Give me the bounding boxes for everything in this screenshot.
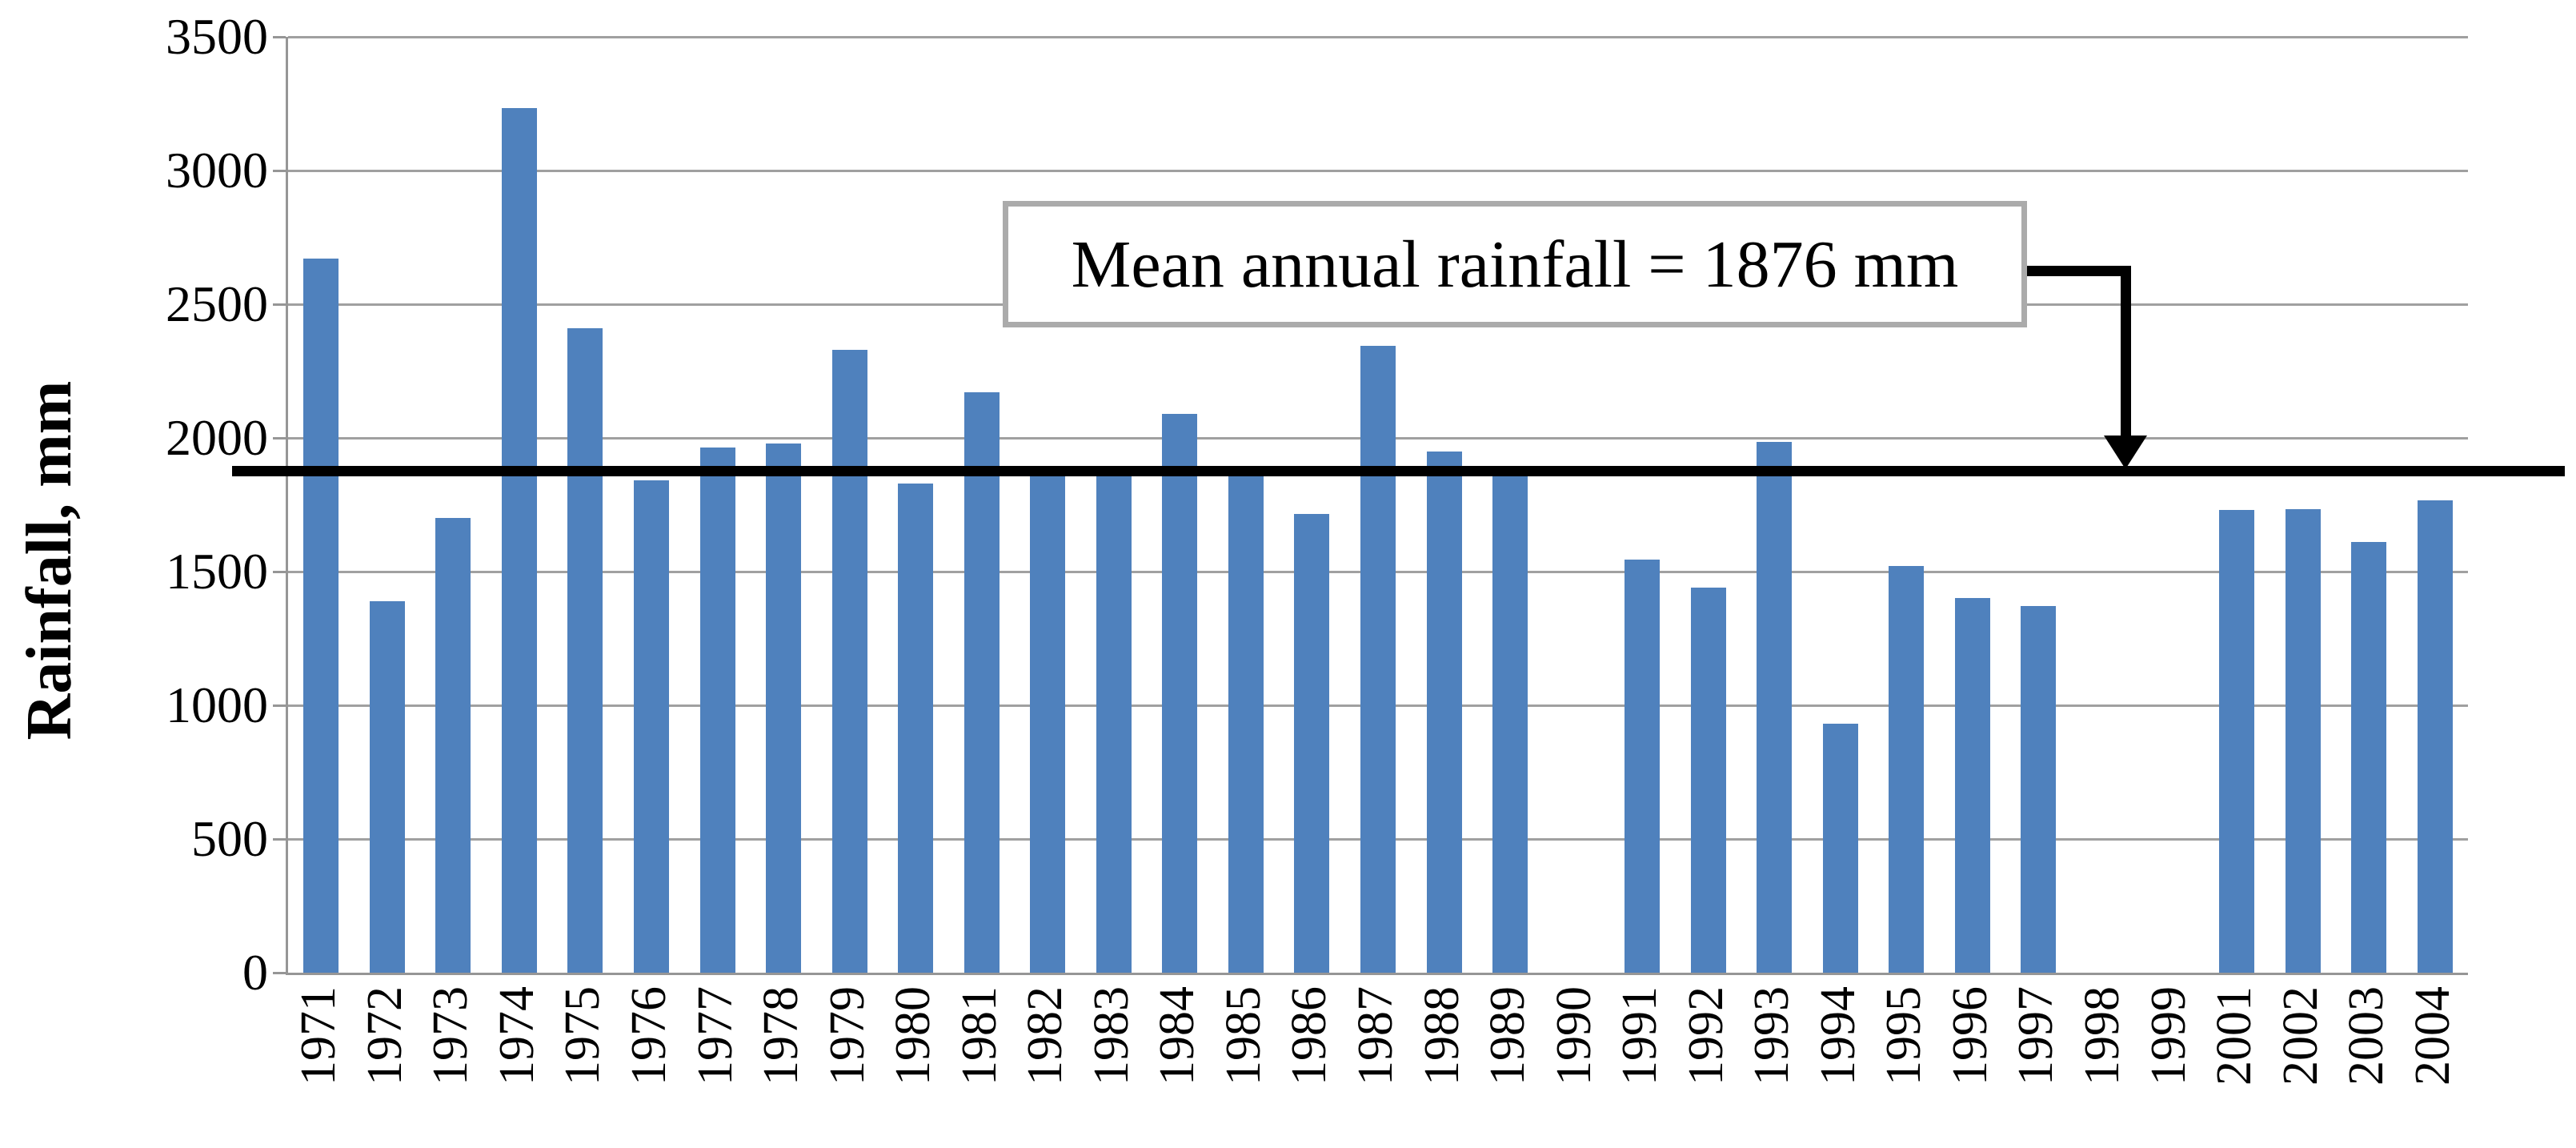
bar-1988: [1426, 451, 1462, 973]
y-tick-label-1000: 1000: [166, 676, 268, 733]
y-tick-mark-2500: [273, 303, 286, 306]
bar-1985: [1228, 466, 1264, 973]
x-tick-label-1991: 1991: [1613, 986, 1668, 1086]
y-tick-label-0: 0: [242, 944, 268, 1001]
x-tick-label-1998: 1998: [2075, 986, 2129, 1086]
bar-2003: [2351, 542, 2387, 973]
y-tick-mark-3500: [273, 35, 286, 38]
bar-1993: [1757, 442, 1793, 973]
bar-2004: [2417, 500, 2453, 973]
bar-1978: [766, 443, 802, 973]
x-tick-label-1994: 1994: [1810, 986, 1865, 1086]
x-tick-label-1980: 1980: [886, 986, 941, 1086]
x-tick-label-1986: 1986: [1282, 986, 1337, 1086]
bar-1973: [435, 518, 471, 973]
x-tick-label-1972: 1972: [357, 986, 412, 1086]
x-tick-label-1990: 1990: [1546, 986, 1601, 1086]
bar-1991: [1625, 559, 1661, 973]
x-tick-label-1989: 1989: [1480, 986, 1536, 1086]
x-tick-label-1982: 1982: [1018, 986, 1073, 1086]
bar-1984: [1162, 413, 1198, 973]
bar-1975: [567, 328, 603, 973]
x-tick-label-2002: 2002: [2273, 986, 2328, 1086]
annotation-arrow-head-icon: [2104, 436, 2147, 469]
x-tick-label-1997: 1997: [2009, 986, 2064, 1086]
bar-1997: [2021, 606, 2057, 973]
y-tick-label-500: 500: [191, 810, 268, 867]
plot-area: [286, 35, 2468, 975]
x-tick-label-1971: 1971: [291, 986, 347, 1086]
x-tick-label-1976: 1976: [622, 986, 676, 1086]
x-tick-label-1974: 1974: [489, 986, 544, 1086]
x-tick-label-1983: 1983: [1084, 986, 1139, 1086]
gridline-3500: [288, 35, 2468, 38]
bar-1982: [1030, 466, 1066, 973]
x-tick-label-1975: 1975: [555, 986, 611, 1086]
x-tick-label-2004: 2004: [2405, 986, 2460, 1086]
bar-1980: [898, 483, 934, 973]
y-tick-mark-500: [273, 837, 286, 841]
y-axis-title: Rainfall, mm: [14, 380, 85, 741]
bar-1974: [501, 107, 537, 973]
bar-1989: [1492, 470, 1528, 973]
bar-1976: [634, 480, 669, 973]
y-tick-label-2000: 2000: [166, 409, 268, 466]
x-tick-label-1973: 1973: [423, 986, 479, 1086]
y-tick-mark-3000: [273, 169, 286, 172]
x-tick-label-1993: 1993: [1745, 986, 1800, 1086]
annotation-arrow-vertical-segment: [2121, 266, 2131, 439]
annotation-arrow-horizontal-segment: [2027, 266, 2131, 276]
bar-1995: [1889, 566, 1925, 973]
x-tick-label-2001: 2001: [2207, 986, 2262, 1086]
mean-annotation-text: Mean annual rainfall = 1876 mm: [1071, 227, 1959, 302]
x-tick-label-1987: 1987: [1348, 986, 1403, 1086]
y-tick-mark-2000: [273, 436, 286, 440]
x-tick-label-1996: 1996: [1942, 986, 1997, 1086]
bar-1994: [1822, 724, 1858, 973]
x-tick-label-1977: 1977: [687, 986, 743, 1086]
mean-annual-rainfall-line: [232, 465, 2565, 476]
x-tick-label-1984: 1984: [1150, 986, 1205, 1086]
bar-1981: [963, 392, 1000, 973]
bar-1972: [369, 600, 405, 973]
x-tick-label-1988: 1988: [1414, 986, 1469, 1086]
mean-annotation-box: Mean annual rainfall = 1876 mm: [1003, 201, 2027, 327]
y-tick-label-3000: 3000: [166, 142, 268, 199]
y-tick-label-3500: 3500: [166, 8, 268, 65]
x-tick-label-1979: 1979: [819, 986, 875, 1086]
x-tick-label-1999: 1999: [2141, 986, 2196, 1086]
gridline-3000: [288, 169, 2468, 172]
bar-1987: [1360, 345, 1396, 973]
x-tick-label-1992: 1992: [1678, 986, 1733, 1086]
bar-2002: [2285, 508, 2321, 973]
x-tick-label-1995: 1995: [1877, 986, 1932, 1086]
bar-1971: [303, 259, 339, 973]
y-tick-label-1500: 1500: [166, 543, 268, 600]
y-tick-mark-0: [273, 971, 286, 974]
x-tick-label-1985: 1985: [1216, 986, 1271, 1086]
bar-1996: [1954, 598, 1990, 973]
bar-1986: [1294, 514, 1330, 973]
bar-1979: [831, 349, 867, 973]
x-tick-label-2003: 2003: [2339, 986, 2394, 1086]
bar-1983: [1096, 472, 1132, 973]
bar-2001: [2219, 510, 2255, 973]
bar-1977: [699, 447, 735, 973]
y-tick-label-2500: 2500: [166, 275, 268, 332]
x-tick-label-1981: 1981: [951, 986, 1007, 1086]
x-tick-label-1978: 1978: [754, 986, 809, 1086]
y-tick-mark-1000: [273, 704, 286, 707]
bar-1992: [1690, 588, 1726, 973]
y-tick-mark-1500: [273, 570, 286, 573]
